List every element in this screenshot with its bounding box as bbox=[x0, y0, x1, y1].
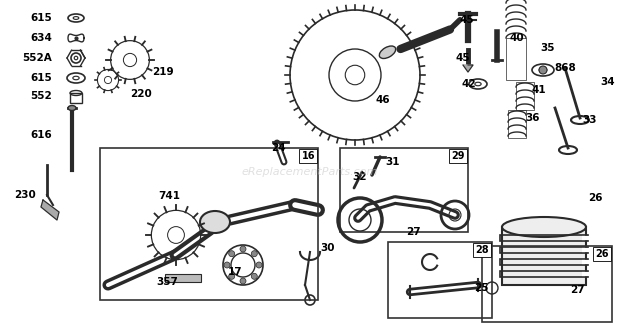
Bar bbox=[165, 274, 201, 282]
Bar bbox=[100, 148, 318, 300]
Bar bbox=[502, 227, 586, 285]
Circle shape bbox=[229, 273, 235, 279]
Circle shape bbox=[251, 251, 257, 257]
Circle shape bbox=[229, 251, 235, 257]
Text: 45: 45 bbox=[456, 53, 471, 63]
Text: 868: 868 bbox=[554, 63, 576, 73]
Bar bbox=[482, 246, 612, 322]
Text: 220: 220 bbox=[130, 89, 152, 99]
Text: 219: 219 bbox=[152, 67, 174, 77]
Ellipse shape bbox=[379, 46, 396, 59]
Text: 552: 552 bbox=[30, 91, 51, 101]
Bar bbox=[516, 82, 534, 110]
Circle shape bbox=[240, 246, 246, 252]
Text: 552A: 552A bbox=[22, 53, 51, 63]
Bar bbox=[500, 235, 588, 241]
Text: 40: 40 bbox=[509, 33, 524, 43]
Text: 36: 36 bbox=[525, 113, 539, 123]
Text: 45: 45 bbox=[460, 15, 475, 25]
Text: eReplacementParts.com: eReplacementParts.com bbox=[242, 167, 378, 177]
Text: 615: 615 bbox=[30, 73, 51, 83]
Bar bbox=[340, 148, 468, 232]
Circle shape bbox=[251, 273, 257, 279]
Text: 615: 615 bbox=[30, 13, 51, 23]
Bar bbox=[508, 110, 526, 138]
Bar bbox=[70, 93, 82, 103]
Text: 32: 32 bbox=[352, 172, 366, 182]
Text: 357: 357 bbox=[156, 277, 178, 287]
Text: 26: 26 bbox=[595, 249, 609, 259]
Circle shape bbox=[224, 262, 230, 268]
Text: 41: 41 bbox=[531, 85, 546, 95]
Ellipse shape bbox=[68, 106, 76, 110]
Circle shape bbox=[539, 66, 547, 74]
Text: 27: 27 bbox=[406, 227, 420, 237]
Text: 42: 42 bbox=[462, 79, 477, 89]
Bar bbox=[500, 259, 588, 265]
Text: 29: 29 bbox=[451, 151, 465, 161]
Ellipse shape bbox=[502, 217, 586, 237]
Polygon shape bbox=[463, 65, 473, 72]
Bar bbox=[388, 242, 492, 318]
Bar bbox=[500, 271, 588, 277]
Text: 28: 28 bbox=[476, 245, 489, 255]
Circle shape bbox=[256, 262, 262, 268]
Text: 741: 741 bbox=[158, 191, 180, 201]
Text: 33: 33 bbox=[582, 115, 596, 125]
Text: 17: 17 bbox=[228, 267, 242, 277]
Text: 31: 31 bbox=[385, 157, 399, 167]
Bar bbox=[500, 247, 588, 253]
Text: 634: 634 bbox=[30, 33, 52, 43]
Bar bbox=[506, 38, 526, 80]
Text: 16: 16 bbox=[301, 151, 315, 161]
Text: 35: 35 bbox=[540, 43, 554, 53]
Text: 24: 24 bbox=[271, 143, 286, 153]
Text: 34: 34 bbox=[600, 77, 614, 87]
Text: 230: 230 bbox=[14, 190, 36, 200]
Text: 616: 616 bbox=[30, 130, 51, 140]
Ellipse shape bbox=[200, 211, 230, 233]
Text: 26: 26 bbox=[588, 193, 603, 203]
Text: 25: 25 bbox=[474, 283, 489, 293]
Text: 27: 27 bbox=[570, 285, 585, 295]
Polygon shape bbox=[41, 200, 59, 220]
Text: 46: 46 bbox=[376, 95, 391, 105]
Circle shape bbox=[290, 10, 420, 140]
Circle shape bbox=[240, 278, 246, 284]
Text: 30: 30 bbox=[320, 243, 335, 253]
